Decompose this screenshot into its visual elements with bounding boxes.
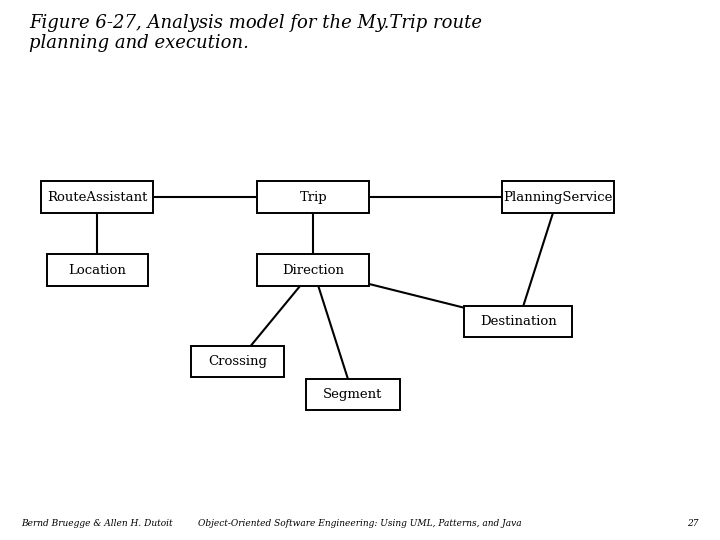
FancyBboxPatch shape bbox=[47, 254, 148, 286]
FancyBboxPatch shape bbox=[503, 181, 614, 213]
Text: Destination: Destination bbox=[480, 315, 557, 328]
FancyBboxPatch shape bbox=[258, 181, 369, 213]
Text: Crossing: Crossing bbox=[208, 355, 267, 368]
FancyBboxPatch shape bbox=[42, 181, 153, 213]
Text: 27: 27 bbox=[687, 519, 698, 528]
Text: Object-Oriented Software Engineering: Using UML, Patterns, and Java: Object-Oriented Software Engineering: Us… bbox=[198, 519, 522, 528]
FancyBboxPatch shape bbox=[306, 379, 400, 410]
Text: Location: Location bbox=[68, 264, 126, 276]
FancyBboxPatch shape bbox=[191, 346, 284, 377]
Text: Bernd Bruegge & Allen H. Dutoit: Bernd Bruegge & Allen H. Dutoit bbox=[22, 519, 174, 528]
FancyBboxPatch shape bbox=[258, 254, 369, 286]
Text: Figure 6-27, Analysis model for the My.Trip route
planning and execution.: Figure 6-27, Analysis model for the My.T… bbox=[29, 14, 482, 52]
Text: Direction: Direction bbox=[282, 264, 344, 276]
Text: PlanningService: PlanningService bbox=[503, 191, 613, 204]
Text: Segment: Segment bbox=[323, 388, 382, 401]
FancyBboxPatch shape bbox=[464, 306, 572, 337]
Text: Trip: Trip bbox=[300, 191, 327, 204]
Text: RouteAssistant: RouteAssistant bbox=[47, 191, 148, 204]
